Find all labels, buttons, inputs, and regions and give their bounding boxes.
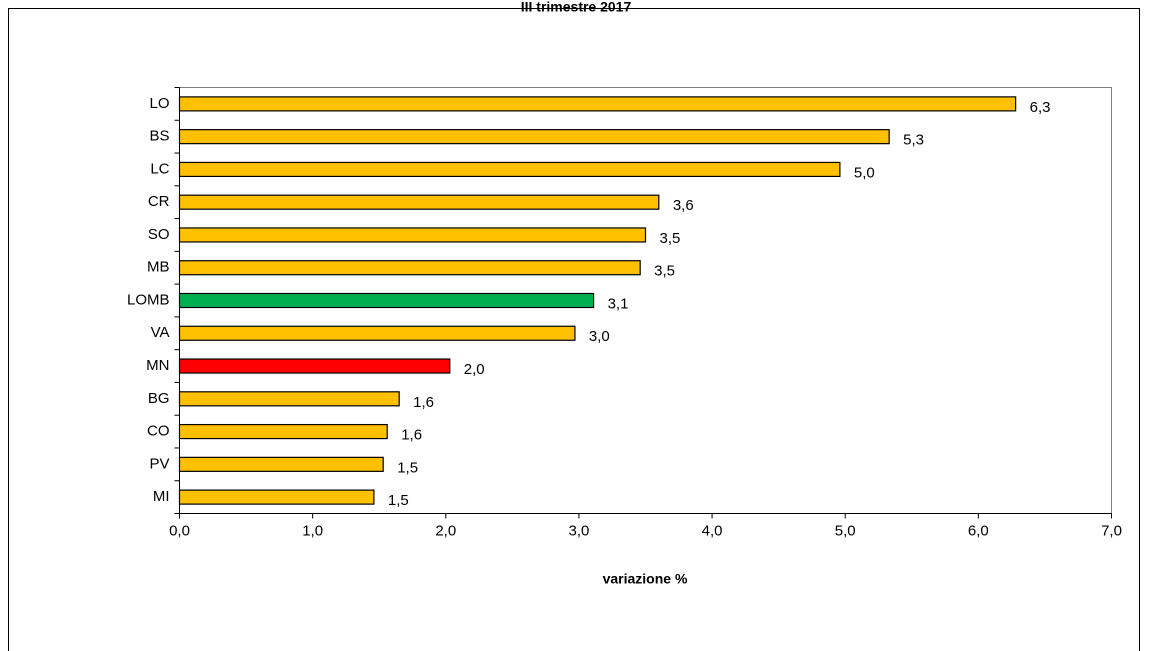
data-label: 2,0 xyxy=(464,361,485,378)
x-tick-label: 4,0 xyxy=(702,522,723,539)
x-tick-label: 6,0 xyxy=(968,522,989,539)
x-tick-label: 5,0 xyxy=(835,522,856,539)
data-label: 1,6 xyxy=(413,394,434,411)
y-tick-label: LC xyxy=(150,160,169,177)
y-tick-label: CR xyxy=(148,193,170,210)
y-tick-label: BG xyxy=(148,390,170,407)
y-tick-label: MN xyxy=(146,357,169,374)
bar xyxy=(178,96,1017,112)
bar xyxy=(178,391,400,407)
y-tick-label: SO xyxy=(148,226,170,243)
bar xyxy=(178,260,641,276)
data-label: 3,0 xyxy=(589,328,610,345)
bar xyxy=(178,161,841,178)
y-tick-label: LOMB xyxy=(127,291,170,308)
x-tick-label: 1,0 xyxy=(302,522,323,539)
y-tick-label: MB xyxy=(147,259,170,276)
bar xyxy=(178,489,375,505)
data-label: 3,6 xyxy=(673,197,694,214)
data-label: 3,5 xyxy=(654,263,675,280)
data-label: 5,3 xyxy=(903,132,924,149)
y-tick-label: PV xyxy=(149,455,169,472)
bar xyxy=(178,129,890,145)
y-tick-label: CO xyxy=(147,423,170,440)
bar xyxy=(178,358,451,374)
y-tick-label: MI xyxy=(153,488,170,505)
x-tick-label: 3,0 xyxy=(568,522,589,539)
bar xyxy=(178,423,388,440)
chart-title: III trimestre 2017 xyxy=(521,0,632,15)
x-tick-label: 7,0 xyxy=(1101,522,1122,539)
bar xyxy=(178,456,384,472)
y-tick-label: BS xyxy=(149,128,169,145)
bar xyxy=(178,292,595,309)
x-tick-label: 2,0 xyxy=(435,522,456,539)
bar xyxy=(178,325,576,341)
data-label: 3,5 xyxy=(660,230,681,247)
data-label: 3,1 xyxy=(608,295,629,312)
bar xyxy=(178,194,660,210)
x-axis-label: variazione % xyxy=(603,571,688,587)
data-label: 5,0 xyxy=(854,164,875,181)
y-tick-label: LO xyxy=(149,95,169,112)
bar xyxy=(178,227,647,243)
data-label: 1,5 xyxy=(388,492,409,509)
data-label: 1,5 xyxy=(397,459,418,476)
y-tick-label: VA xyxy=(151,324,170,341)
data-label: 6,3 xyxy=(1030,99,1051,116)
data-label: 1,6 xyxy=(401,427,422,444)
x-tick-label: 0,0 xyxy=(169,522,190,539)
